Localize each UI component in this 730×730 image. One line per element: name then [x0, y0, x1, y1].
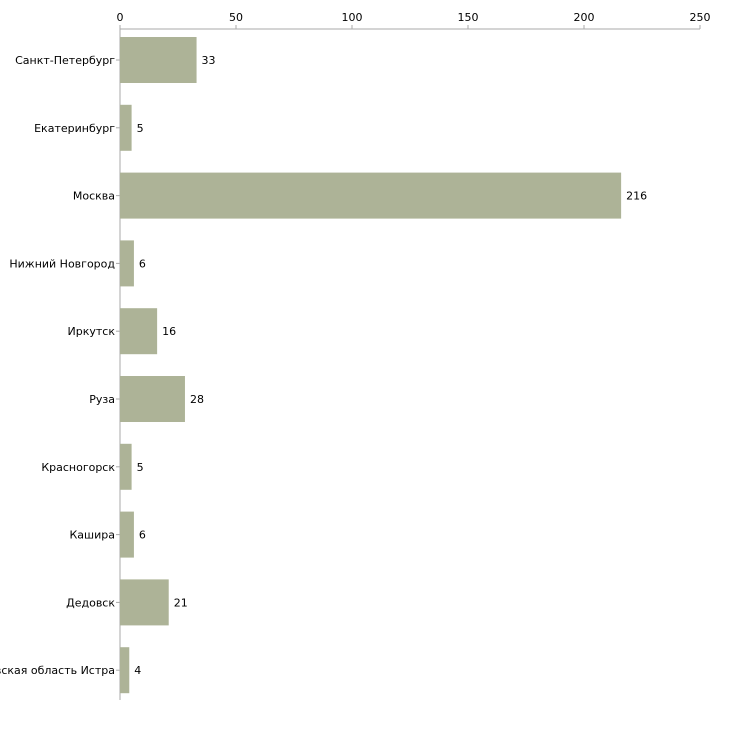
bar	[120, 104, 132, 151]
category-label: Москва	[73, 190, 115, 203]
category-label: Санкт-Петербург	[15, 54, 115, 67]
x-tick-label: 200	[574, 11, 595, 24]
data-label: 33	[202, 54, 216, 67]
category-label: Иркутск	[68, 325, 116, 338]
x-tick-label: 250	[690, 11, 711, 24]
data-label: 6	[139, 529, 146, 542]
data-label: 4	[134, 664, 141, 677]
x-tick-label: 100	[342, 11, 363, 24]
data-label: 216	[626, 190, 647, 203]
x-tick-label: 50	[229, 11, 243, 24]
x-tick-label: 0	[117, 11, 124, 24]
category-label: Екатеринбург	[34, 122, 115, 135]
x-tick-label: 150	[458, 11, 479, 24]
bar	[120, 172, 622, 219]
bar	[120, 240, 134, 287]
data-label: 28	[190, 393, 204, 406]
bar	[120, 647, 130, 694]
bar	[120, 37, 197, 83]
bar	[120, 376, 185, 422]
data-label: 6	[139, 257, 146, 270]
category-label: Кашира	[70, 529, 116, 542]
bar	[120, 579, 169, 626]
bar	[120, 308, 158, 355]
bar	[120, 443, 132, 490]
data-label: 5	[137, 461, 144, 474]
category-label: Московская область Истра	[0, 664, 115, 677]
category-label: Руза	[89, 393, 115, 406]
category-label: Дедовск	[66, 596, 115, 609]
category-label: Красногорск	[41, 461, 115, 474]
data-label: 16	[162, 325, 176, 338]
data-label: 21	[174, 596, 188, 609]
data-label: 5	[137, 122, 144, 135]
category-label: Нижний Новгород	[9, 257, 115, 270]
bar	[120, 511, 134, 558]
